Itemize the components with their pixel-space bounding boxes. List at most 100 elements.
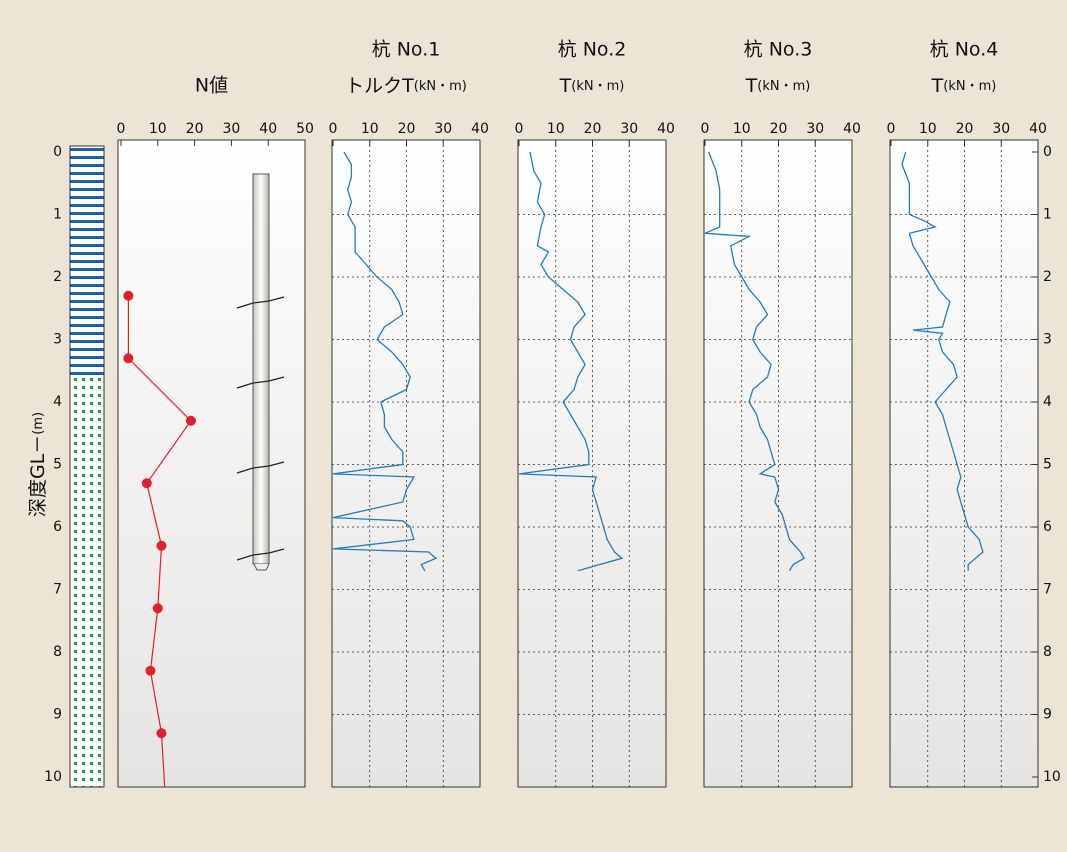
x-tick-label: 10 bbox=[733, 121, 751, 137]
pile-wing bbox=[236, 296, 285, 309]
x-tick-label: 30 bbox=[222, 121, 240, 137]
data-point bbox=[156, 728, 167, 739]
x-tick-label: 50 bbox=[296, 121, 314, 137]
x-tick-label: 10 bbox=[361, 121, 379, 137]
y-axis-label-unit: (m) bbox=[31, 412, 46, 435]
x-tick-label: 20 bbox=[770, 121, 788, 137]
x-tick-label: 30 bbox=[434, 121, 452, 137]
x-tick-label: 0 bbox=[515, 121, 524, 137]
series-group bbox=[332, 151, 438, 572]
x-tick-label: 0 bbox=[887, 121, 896, 137]
data-point bbox=[123, 290, 134, 301]
x-tick-label: 20 bbox=[186, 121, 204, 137]
y-tick-label: 7 bbox=[1043, 582, 1052, 598]
data-line bbox=[704, 151, 806, 572]
data-line bbox=[332, 151, 438, 572]
data-line bbox=[518, 151, 624, 572]
panel-title: N値 bbox=[195, 75, 228, 97]
y-tick-label: 2 bbox=[53, 269, 62, 285]
subtitle-unit: (kN・m) bbox=[571, 79, 624, 94]
y-tick-label: 5 bbox=[1043, 457, 1052, 473]
panel-title: 杭 No.4 bbox=[930, 39, 999, 61]
y-tick-label: 6 bbox=[53, 519, 62, 535]
series-group bbox=[123, 290, 196, 787]
soil-layer bbox=[70, 377, 104, 787]
data-point bbox=[141, 478, 152, 489]
data-point bbox=[123, 353, 134, 364]
x-tick-label: 0 bbox=[117, 121, 126, 137]
y-tick-label: 1 bbox=[53, 207, 62, 223]
panel bbox=[117, 139, 306, 788]
y-tick-label: 1 bbox=[1043, 207, 1052, 223]
pile-wing bbox=[236, 548, 285, 561]
soil-layer bbox=[70, 146, 104, 377]
soil-frame bbox=[69, 145, 105, 788]
y-tick-label: 9 bbox=[1043, 707, 1052, 723]
pile-shaft bbox=[252, 173, 270, 565]
y-tick-label: 8 bbox=[53, 644, 62, 660]
pile-illustration bbox=[236, 173, 285, 571]
y-tick-label: 4 bbox=[53, 394, 62, 410]
y-tick-label: 5 bbox=[53, 457, 62, 473]
x-tick-label: 20 bbox=[956, 121, 974, 137]
subtitle-unit: (kN・m) bbox=[757, 79, 810, 94]
panel bbox=[703, 139, 853, 788]
pile-tip bbox=[253, 563, 270, 571]
y-tick-label: 6 bbox=[1043, 519, 1052, 535]
pile-wing bbox=[236, 376, 285, 389]
panel-subtitle: T(kN・m) bbox=[559, 75, 625, 97]
x-tick-label: 10 bbox=[919, 121, 937, 137]
x-tick-label: 30 bbox=[806, 121, 824, 137]
y-tick-label: 2 bbox=[1043, 269, 1052, 285]
x-tick-label: 0 bbox=[329, 121, 338, 137]
panel bbox=[331, 139, 481, 788]
panel bbox=[517, 139, 667, 788]
y-tick-label: 3 bbox=[1043, 332, 1052, 348]
data-point bbox=[185, 415, 196, 426]
y-axis-label: 深度GL－(m) bbox=[27, 412, 49, 517]
y-tick-label: 10 bbox=[44, 769, 62, 785]
panel-title: 杭 No.3 bbox=[744, 39, 813, 61]
x-tick-label: 20 bbox=[398, 121, 416, 137]
pile-wing bbox=[236, 461, 285, 474]
subtitle-text: T bbox=[931, 75, 944, 97]
x-tick-label: 40 bbox=[259, 121, 277, 137]
series-group bbox=[518, 151, 624, 572]
y-tick-label: 10 bbox=[1043, 769, 1061, 785]
subtitle-text: T bbox=[745, 75, 758, 97]
series-group bbox=[901, 151, 984, 571]
y-tick-label: 8 bbox=[1043, 644, 1052, 660]
panel-subtitle: トルクT(kN・m) bbox=[345, 75, 467, 97]
panel-subtitle: T(kN・m) bbox=[745, 75, 811, 97]
panel-subtitle: T(kN・m) bbox=[931, 75, 997, 97]
data-point bbox=[145, 665, 156, 676]
y-tick-label: 0 bbox=[1043, 144, 1052, 160]
subtitle-text: T bbox=[559, 75, 572, 97]
x-tick-label: 10 bbox=[149, 121, 167, 137]
x-tick-label: 0 bbox=[701, 121, 710, 137]
x-tick-label: 40 bbox=[657, 121, 675, 137]
data-point bbox=[156, 540, 167, 551]
y-tick-label: 9 bbox=[53, 707, 62, 723]
subtitle-unit: (kN・m) bbox=[414, 79, 467, 94]
y-tick-label: 4 bbox=[1043, 394, 1052, 410]
data-line bbox=[901, 151, 984, 571]
subtitle-unit: (kN・m) bbox=[943, 79, 996, 94]
panel-title: 杭 No.2 bbox=[558, 39, 627, 61]
panel-title: 杭 No.1 bbox=[372, 39, 441, 61]
x-tick-label: 20 bbox=[584, 121, 602, 137]
panel bbox=[889, 139, 1039, 788]
x-tick-label: 40 bbox=[1029, 121, 1047, 137]
y-tick-label: 7 bbox=[53, 582, 62, 598]
subtitle-text: トルクT bbox=[345, 75, 414, 97]
series-group bbox=[704, 151, 806, 572]
x-tick-label: 10 bbox=[547, 121, 565, 137]
data-point bbox=[152, 603, 163, 614]
x-tick-label: 30 bbox=[992, 121, 1010, 137]
x-tick-label: 40 bbox=[471, 121, 489, 137]
x-tick-label: 30 bbox=[620, 121, 638, 137]
y-axis-label-text: 深度GL－ bbox=[27, 435, 49, 517]
y-tick-label: 3 bbox=[53, 332, 62, 348]
y-tick-label: 0 bbox=[53, 144, 62, 160]
